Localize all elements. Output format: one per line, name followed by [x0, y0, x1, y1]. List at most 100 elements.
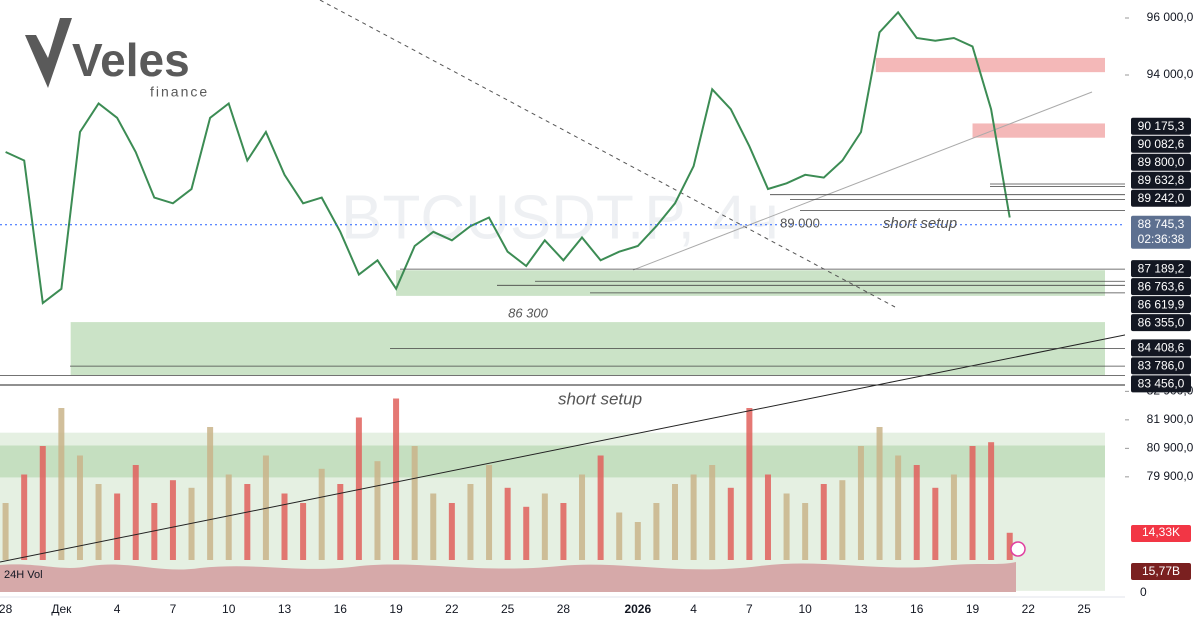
volume-bar	[857, 446, 864, 560]
volume-bar	[634, 522, 641, 560]
volume-bar	[337, 484, 344, 560]
level-label-box	[1131, 314, 1191, 332]
annotation: short setup	[558, 389, 642, 408]
level-label: 86 619,9	[1138, 297, 1185, 311]
volume-bar	[262, 455, 269, 560]
volume-bar	[21, 474, 28, 560]
x-tick-label: 7	[746, 602, 753, 616]
volume-bar	[783, 493, 790, 560]
x-tick-label: 16	[910, 602, 924, 616]
volume-bar	[318, 468, 325, 560]
volume-24h-box	[1131, 563, 1191, 580]
x-tick-label: 28	[557, 602, 571, 616]
level-label-box	[1131, 153, 1191, 171]
volume-current-label: 14,33K	[1142, 525, 1180, 539]
volume-bar	[393, 398, 400, 560]
volume-bar	[802, 503, 809, 560]
volume-bar	[114, 493, 121, 560]
level-label-box	[1131, 375, 1191, 393]
alert-icon	[1010, 541, 1026, 557]
volume-bar	[895, 455, 902, 560]
volume-tick-label: 0	[1140, 585, 1147, 599]
volume-bar	[950, 474, 957, 560]
level-label-box	[1131, 135, 1191, 153]
y-tick-label: 81 900,0	[1147, 412, 1194, 426]
level-label-box	[1131, 189, 1191, 207]
level-label: 90 175,3	[1138, 119, 1185, 133]
x-tick-label: 25	[501, 602, 515, 616]
volume-bar	[207, 427, 214, 560]
x-tick-label: 25	[1077, 602, 1091, 616]
volume-bar	[281, 493, 288, 560]
trend-line-long	[0, 319, 1199, 563]
volume-bar	[374, 461, 381, 560]
level-label: 90 082,6	[1138, 137, 1185, 151]
countdown: 02:36:38	[1138, 232, 1185, 246]
x-tick-label: 13	[854, 602, 868, 616]
vol-24h-area	[0, 562, 1016, 592]
x-tick-label: 4	[114, 602, 121, 616]
volume-bar	[560, 503, 567, 560]
volume-24h-label: 15,77B	[1142, 564, 1180, 578]
volume-bar	[523, 506, 530, 560]
x-tick-label: 13	[278, 602, 292, 616]
x-tick-label: 19	[389, 602, 403, 616]
annotation: short setup	[883, 215, 957, 232]
y-tick-label: 94 000,0	[1147, 67, 1194, 81]
x-tick-label: 22	[445, 602, 459, 616]
level-label: 83 456,0	[1138, 377, 1185, 391]
level-label: 89 632,8	[1138, 173, 1185, 187]
y-tick-label: 80 900,0	[1147, 441, 1194, 455]
volume-bar	[1006, 532, 1013, 560]
volume-bar	[76, 455, 83, 560]
x-tick-label: 4	[690, 602, 697, 616]
volume-bar	[876, 427, 883, 560]
x-tick-label: 7	[170, 602, 177, 616]
level-label: 86 355,0	[1138, 315, 1185, 329]
volume-bar	[355, 417, 362, 560]
volume-bar	[95, 484, 102, 560]
volume-bar	[151, 503, 158, 560]
volume-bar	[411, 446, 418, 560]
y-tick-label: 79 900,0	[1147, 469, 1194, 483]
volume-bar	[820, 484, 827, 560]
volume-bar	[932, 487, 939, 560]
x-tick-label: 28	[0, 602, 13, 616]
volume-bar	[969, 446, 976, 560]
logo-name: Veles	[72, 34, 190, 86]
volume-bar	[58, 408, 65, 560]
zone	[875, 57, 1105, 73]
trend-line	[632, 91, 1093, 271]
level-label-box	[1131, 171, 1191, 189]
level-label: 89 800,0	[1138, 155, 1185, 169]
x-tick-label: 10	[798, 602, 812, 616]
volume-bar	[244, 484, 251, 560]
watermark: BTCUSDT.P, 4ч	[341, 183, 779, 252]
level-label-box	[1131, 278, 1191, 296]
level-label-box	[1131, 260, 1191, 278]
volume-bar	[486, 465, 493, 560]
level-label-box	[1131, 339, 1191, 357]
volume-bar	[132, 465, 139, 560]
level-label-box	[1131, 117, 1191, 135]
volume-bar	[988, 442, 995, 560]
volume-bar	[616, 512, 623, 560]
volume-bar	[597, 455, 604, 560]
zone	[972, 123, 1105, 138]
level-label: 84 408,6	[1138, 341, 1185, 355]
logo: Veles finance	[25, 18, 207, 100]
level-label: 86 763,6	[1138, 279, 1185, 293]
zone	[396, 270, 1106, 296]
volume-bar	[504, 487, 511, 560]
x-tick-label: Дек	[51, 602, 72, 616]
current-price-label: 88 745,3	[1138, 217, 1185, 231]
x-tick-label: 19	[966, 602, 980, 616]
volume-bar	[653, 503, 660, 560]
volume-bar	[169, 480, 176, 560]
volume-bar	[839, 480, 846, 560]
volume-bar	[690, 474, 697, 560]
level-label: 87 189,2	[1138, 261, 1185, 275]
annotation: 89 000	[780, 215, 820, 230]
volume-bar	[746, 408, 753, 560]
volume-bar	[467, 484, 474, 560]
